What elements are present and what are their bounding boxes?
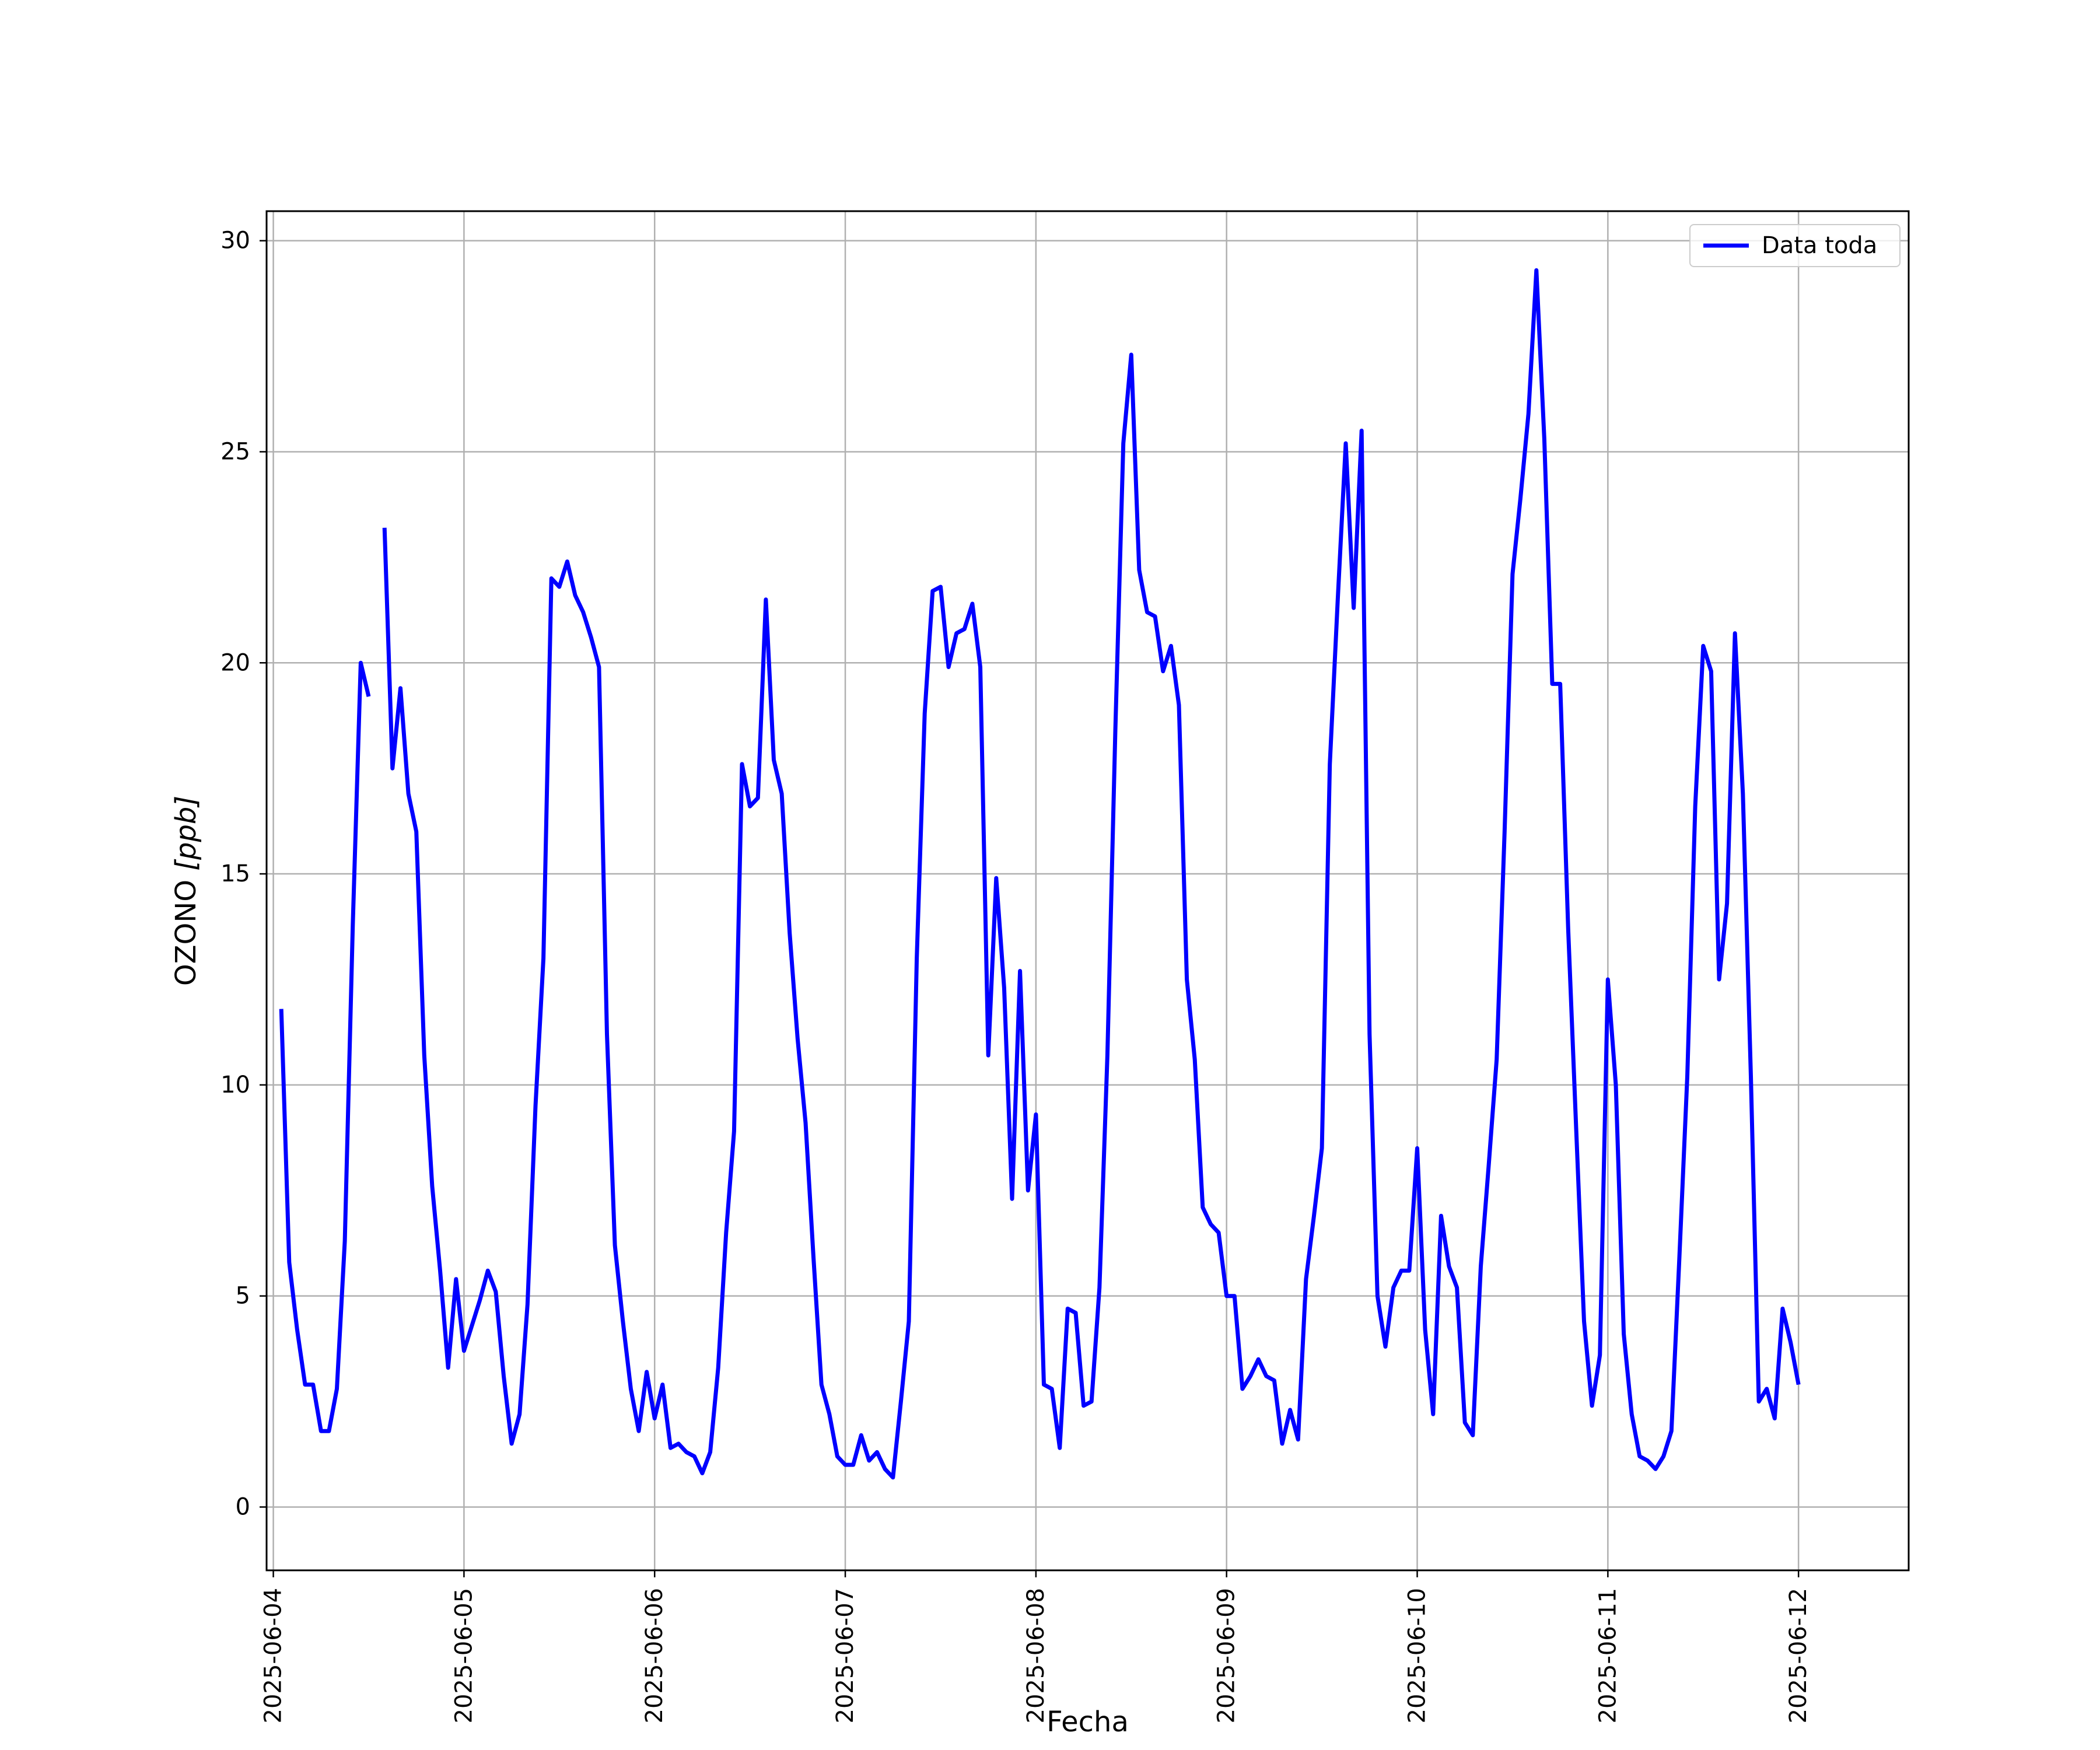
y-tick-label: 5 (236, 1283, 250, 1310)
x-tick-label: 2025-06-04 (260, 1588, 287, 1723)
x-tick-label: 2025-06-11 (1594, 1588, 1621, 1723)
y-axis-label-unit: [ppb] (170, 796, 202, 871)
x-tick-label: 2025-06-05 (450, 1588, 477, 1723)
series-line (279, 268, 1801, 1480)
x-axis-label: Fecha (1046, 1706, 1129, 1738)
y-tick-label: 30 (220, 228, 250, 254)
x-tick-label: 2025-06-06 (641, 1588, 668, 1723)
ticks (260, 240, 1800, 1577)
legend: Data toda (1689, 224, 1901, 267)
grid (267, 211, 1909, 1570)
x-tick-labels: 2025-06-04 2025-06-05 2025-06-06 2025-06-07… (260, 1588, 1812, 1723)
legend-box (1689, 224, 1901, 267)
y-tick-labels: 0 5 10 15 20 25 30 (220, 228, 250, 1521)
legend-label: Data toda (1762, 232, 1877, 259)
y-tick-label: 0 (236, 1493, 250, 1520)
y-tick-label: 25 (220, 438, 250, 465)
y-tick-label: 10 (220, 1072, 250, 1098)
y-axis-label-main: OZONO (170, 871, 202, 986)
x-tick-label: 2025-06-07 (832, 1588, 859, 1723)
x-tick-label: 2025-06-10 (1404, 1588, 1431, 1723)
y-axis-label: OZONO [ppb] (170, 796, 202, 986)
x-tick-label: 2025-06-09 (1213, 1588, 1240, 1723)
x-tick-label: 2025-06-08 (1023, 1588, 1049, 1723)
plot-frame (265, 210, 1910, 1572)
y-tick-label: 15 (220, 860, 250, 887)
x-tick-label: 2025-06-12 (1785, 1588, 1812, 1723)
y-tick-label: 20 (220, 649, 250, 676)
series-layer (279, 268, 1801, 1480)
